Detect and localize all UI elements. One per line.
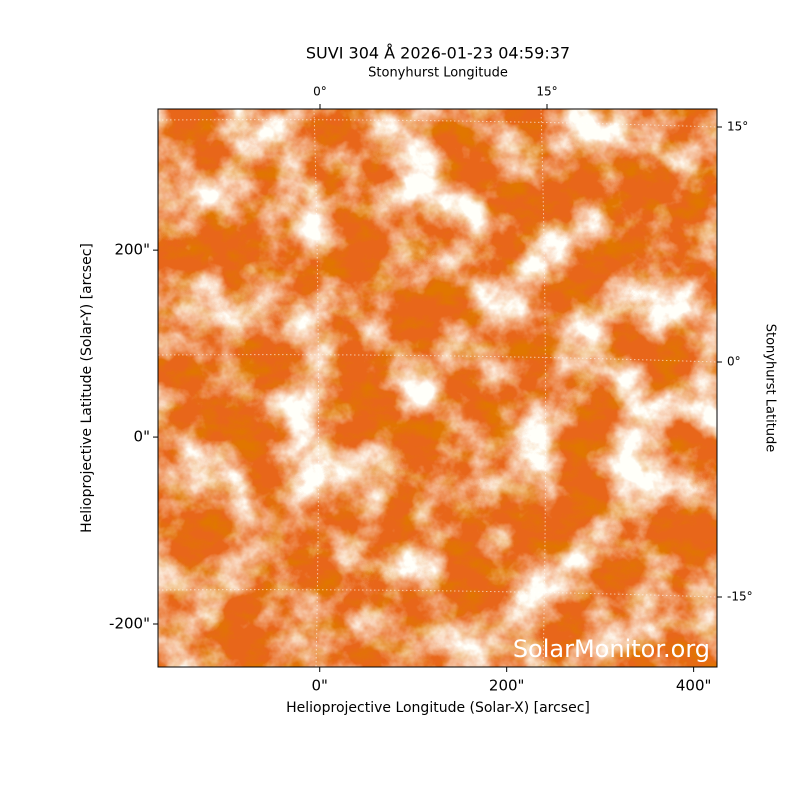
- top-tick-label: 0°: [313, 85, 327, 99]
- lon-grid-line: [313, 109, 320, 667]
- y-tick-label: -200": [109, 615, 150, 633]
- right-tick-label: -15°: [727, 590, 753, 604]
- right-axis-label: Stonyhurst Latitude: [763, 324, 778, 453]
- x-tick-label: 0": [311, 677, 327, 695]
- grid: [158, 109, 717, 667]
- x-tick-label: 400": [676, 677, 712, 695]
- watermark: SolarMonitor.org: [513, 635, 710, 663]
- y-axis-label: Helioprojective Latitude (Solar-Y) [arcs…: [79, 243, 95, 533]
- lat-grid-line: [158, 119, 717, 128]
- right-tick-label: 0°: [727, 355, 741, 369]
- top-axis-label: Stonyhurst Longitude: [368, 66, 508, 81]
- plot-frame: [157, 108, 718, 668]
- x-tick-label: 200": [489, 677, 525, 695]
- x-axis-label: Helioprojective Longitude (Solar-X) [arc…: [286, 700, 590, 716]
- y-tick-label: 200": [114, 241, 150, 259]
- lat-grid-line: [158, 354, 717, 363]
- y-tick-label: 0": [134, 428, 150, 446]
- lon-grid-line: [540, 109, 547, 667]
- chart-title: SUVI 304 Å 2026-01-23 04:59:37: [306, 44, 570, 63]
- lat-grid-line: [158, 589, 717, 598]
- solar-image: [158, 109, 717, 667]
- top-tick-label: 15°: [536, 85, 557, 99]
- right-tick-label: 15°: [727, 120, 748, 134]
